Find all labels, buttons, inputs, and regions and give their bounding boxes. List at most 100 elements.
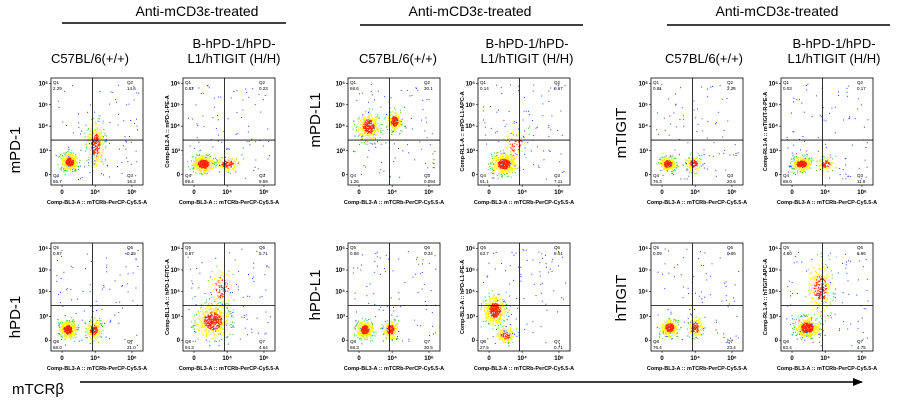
event-dot	[201, 166, 203, 168]
event-dot	[201, 318, 203, 319]
event-dot	[96, 336, 97, 338]
event-dot	[90, 337, 92, 339]
event-dot	[225, 166, 227, 168]
event-dot	[208, 156, 210, 157]
event-dot	[397, 118, 399, 120]
event-dot	[74, 329, 75, 331]
event-dot	[397, 122, 399, 123]
event-dot	[95, 140, 97, 142]
event-dot	[237, 289, 239, 291]
event-dot	[220, 322, 222, 323]
event-dot	[222, 328, 224, 330]
event-dot	[221, 300, 223, 302]
event-dot	[512, 172, 514, 174]
event-dot	[506, 147, 508, 149]
event-dot	[72, 153, 74, 155]
event-dot	[69, 334, 71, 336]
event-dot	[96, 141, 98, 143]
event-dot	[212, 160, 213, 162]
event-dot	[218, 316, 220, 318]
event-dot	[364, 121, 366, 123]
y-tick-label: 10⁵	[39, 268, 49, 274]
quadrant-name: Q1	[480, 80, 487, 85]
event-dot	[375, 117, 377, 118]
event-dot	[393, 117, 395, 119]
event-dot	[206, 170, 208, 172]
event-dot	[500, 173, 502, 175]
event-dot	[62, 332, 64, 334]
event-dot	[515, 164, 517, 166]
event-dot	[222, 318, 224, 320]
event-dot	[96, 131, 98, 133]
y-axis-label: Comp-RL1-A :: mPD-L1-APC-A	[460, 91, 466, 171]
event-dot	[204, 330, 206, 332]
event-dot	[247, 131, 249, 133]
event-dot	[219, 318, 221, 320]
event-dot	[206, 167, 208, 169]
event-dot	[370, 127, 372, 129]
event-dot	[505, 156, 507, 157]
event-dot	[102, 136, 104, 138]
event-dot	[60, 328, 62, 330]
event-dot	[65, 334, 67, 336]
event-dot	[433, 167, 435, 169]
event-dot	[99, 159, 101, 161]
event-dot	[505, 156, 507, 158]
event-dot	[391, 112, 393, 114]
event-dot	[84, 166, 85, 168]
event-dot	[541, 95, 543, 97]
event-dot	[69, 154, 71, 156]
event-dot	[93, 132, 95, 134]
event-dot	[68, 163, 70, 165]
event-dot	[127, 161, 129, 163]
event-dot	[228, 252, 230, 254]
event-dot	[103, 286, 105, 288]
event-dot	[508, 111, 510, 112]
event-dot	[219, 305, 221, 307]
event-dot	[198, 165, 199, 167]
event-dot	[374, 99, 375, 101]
event-dot	[96, 163, 98, 165]
event-dot	[70, 334, 72, 336]
event-dot	[100, 331, 102, 333]
event-dot	[501, 93, 503, 94]
event-dot	[395, 113, 397, 115]
event-dot	[87, 334, 89, 336]
event-dot	[100, 155, 102, 157]
event-dot	[219, 277, 221, 279]
event-dot	[199, 159, 200, 161]
event-dot	[91, 131, 93, 133]
event-dot	[494, 156, 496, 158]
event-dot	[398, 116, 400, 118]
event-dot	[396, 125, 398, 127]
event-dot	[395, 125, 397, 127]
event-dot	[230, 312, 232, 314]
event-dot	[60, 291, 61, 293]
event-dot	[64, 152, 66, 154]
event-dot	[68, 154, 70, 155]
event-dot	[215, 306, 217, 308]
event-dot	[55, 155, 57, 156]
event-dot	[90, 139, 92, 140]
event-dot	[62, 121, 64, 123]
event-dot	[216, 311, 218, 313]
event-dot	[496, 162, 498, 163]
event-dot	[561, 134, 563, 136]
event-dot	[217, 316, 219, 318]
event-dot	[211, 271, 213, 273]
event-dot	[390, 128, 392, 130]
event-dot	[217, 302, 219, 304]
event-dot	[210, 324, 212, 326]
event-dot	[516, 144, 518, 146]
event-dot	[373, 124, 375, 126]
event-dot	[493, 164, 495, 166]
event-dot	[392, 127, 394, 128]
event-dot	[208, 333, 210, 335]
event-dot	[206, 154, 208, 156]
event-dot	[362, 126, 364, 128]
event-dot	[367, 156, 369, 158]
event-dot	[57, 332, 59, 334]
event-dot	[228, 275, 229, 277]
event-dot	[358, 134, 360, 136]
